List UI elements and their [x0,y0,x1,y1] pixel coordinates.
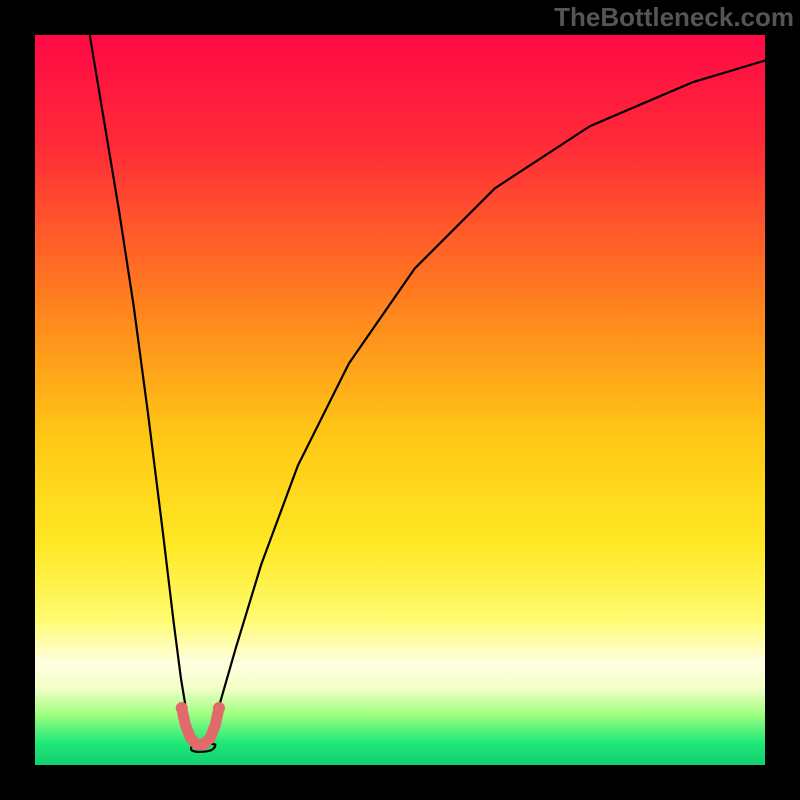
gradient-background [35,35,765,765]
marker-end-dot [213,702,225,714]
watermark-text: TheBottleneck.com [554,0,800,33]
chart-area [35,35,765,765]
marker-start-dot [176,702,188,714]
bottleneck-chart [35,35,765,765]
